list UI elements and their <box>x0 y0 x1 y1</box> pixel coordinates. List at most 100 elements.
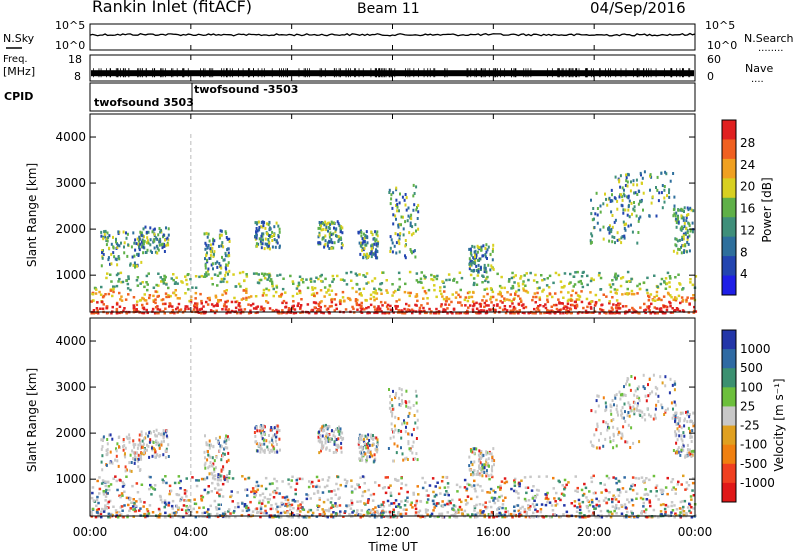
scatter-cell <box>243 289 246 292</box>
scatter-cell <box>377 443 379 446</box>
scatter-cell <box>400 430 402 433</box>
scatter-cell <box>181 509 184 512</box>
scatter-cell <box>141 484 144 487</box>
scatter-cell <box>616 289 619 292</box>
scatter-cell <box>204 489 207 492</box>
scatter-cell <box>441 280 444 283</box>
scatter-cell <box>258 282 261 285</box>
scatter-cell <box>374 254 376 257</box>
scatter-cell <box>216 284 219 287</box>
scatter-cell <box>390 502 393 505</box>
scatter-cell <box>204 467 206 470</box>
scatter-cell <box>227 300 230 303</box>
scatter-cell <box>554 513 557 516</box>
scatter-cell <box>299 306 302 309</box>
scatter-cell <box>483 295 486 298</box>
scatter-cell <box>339 301 342 304</box>
scatter-cell <box>597 222 599 225</box>
scatter-cell <box>206 476 208 479</box>
scatter-cell <box>345 272 348 275</box>
scatter-cell <box>312 485 315 488</box>
scatter-cell <box>363 438 365 441</box>
scatter-cell <box>432 491 435 494</box>
scatter-cell <box>398 272 401 275</box>
scatter-cell <box>419 510 422 512</box>
scatter-cell <box>513 506 516 509</box>
scatter-cell <box>104 499 107 502</box>
scatter-cell <box>390 235 392 238</box>
scatter-cell <box>207 273 210 276</box>
scatter-cell <box>237 506 240 509</box>
scatter-cell <box>146 231 148 234</box>
scatter-cell <box>110 280 113 283</box>
scatter-cell <box>273 295 276 298</box>
scatter-cell <box>436 275 439 278</box>
scatter-cell <box>439 492 442 495</box>
scatter-cell <box>212 262 214 265</box>
scatter-cell <box>401 482 404 485</box>
scatter-cell <box>288 483 291 486</box>
scatter-cell <box>327 479 330 482</box>
scatter-cell <box>639 399 641 402</box>
scatter-cell <box>340 230 342 233</box>
scatter-cell <box>330 501 333 504</box>
scatter-cell <box>687 444 689 447</box>
scatter-cell <box>661 406 663 409</box>
scatter-cell <box>331 281 334 284</box>
scatter-cell <box>676 288 679 291</box>
scatter-cell <box>690 498 693 501</box>
scatter-cell <box>153 287 156 290</box>
scatter-cell <box>263 289 266 292</box>
scatter-cell <box>211 464 213 467</box>
scatter-cell <box>156 429 158 432</box>
scatter-cell <box>162 298 165 301</box>
scatter-cell <box>227 238 229 241</box>
scatter-cell <box>675 404 677 407</box>
scatter-cell <box>315 486 318 489</box>
scatter-cell <box>520 301 523 304</box>
scatter-cell <box>345 485 348 488</box>
scatter-cell <box>220 281 223 284</box>
scatter-cell <box>219 449 221 452</box>
scatter-cell <box>485 251 487 254</box>
scatter-cell <box>204 257 206 260</box>
scatter-cell <box>397 224 399 227</box>
scatter-cell <box>546 295 549 298</box>
scatter-cell <box>123 504 126 507</box>
scatter-cell <box>683 219 685 222</box>
scatter-cell <box>564 272 567 275</box>
scatter-cell <box>627 209 629 212</box>
scatter-cell <box>299 276 302 279</box>
scatter-cell <box>394 290 397 293</box>
scatter-cell <box>146 275 149 278</box>
scatter-cell <box>271 439 273 442</box>
scatter-cell <box>603 499 606 502</box>
scatter-cell <box>610 413 612 416</box>
scatter-cell <box>184 308 187 311</box>
scatter-cell <box>532 485 535 488</box>
scatter-cell <box>225 263 227 266</box>
scatter-cell <box>167 243 169 246</box>
scatter-cell <box>271 482 274 485</box>
scatter-cell <box>558 274 561 277</box>
scatter-cell <box>331 301 334 304</box>
scatter-cell <box>318 486 321 489</box>
scatter-cell <box>313 492 316 495</box>
scatter-cell <box>262 294 265 297</box>
scatter-cell <box>143 227 145 230</box>
scatter-cell <box>485 458 487 461</box>
scatter-cell <box>413 232 415 235</box>
scatter-cell <box>361 458 363 461</box>
scatter-cell <box>340 484 343 487</box>
scatter-cell <box>300 304 303 307</box>
scatter-cell <box>281 309 284 312</box>
scatter-cell <box>684 500 687 503</box>
scatter-cell <box>618 304 621 307</box>
scatter-cell <box>366 272 369 275</box>
scatter-cell <box>159 495 162 498</box>
scatter-cell <box>178 309 181 312</box>
scatter-cell <box>325 441 327 444</box>
scatter-cell <box>327 289 330 292</box>
scatter-cell <box>596 504 599 507</box>
